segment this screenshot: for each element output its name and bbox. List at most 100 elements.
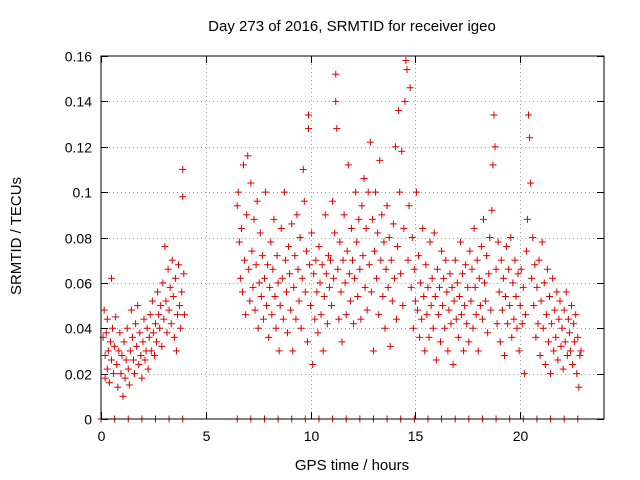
- data-point: [450, 297, 458, 305]
- data-point: [103, 315, 111, 323]
- data-point: [449, 361, 457, 369]
- data-point: [384, 283, 392, 291]
- data-point: [403, 66, 411, 74]
- data-point: [415, 252, 423, 260]
- data-point: [101, 351, 109, 359]
- x-tick-label: 20: [513, 428, 529, 444]
- data-point: [342, 311, 350, 319]
- data-point: [127, 306, 135, 314]
- data-point: [311, 315, 319, 323]
- data-point: [572, 311, 580, 319]
- data-point: [440, 274, 448, 282]
- data-point: [550, 347, 558, 355]
- data-point: [395, 106, 403, 114]
- data-point: [416, 333, 424, 341]
- data-point: [144, 365, 152, 373]
- data-point: [547, 370, 555, 378]
- x-tick-label: 15: [408, 428, 424, 444]
- data-point: [238, 288, 246, 296]
- data-point: [338, 338, 346, 346]
- data-point: [375, 311, 383, 319]
- data-point: [509, 279, 517, 287]
- data-point: [576, 351, 584, 359]
- data-point: [299, 165, 307, 173]
- data-point: [473, 256, 481, 264]
- data-point: [531, 261, 539, 269]
- data-point: [378, 211, 386, 219]
- data-point: [137, 351, 145, 359]
- data-point: [385, 234, 393, 241]
- data-point: [372, 188, 380, 196]
- data-point: [454, 333, 462, 341]
- data-point: [101, 374, 109, 382]
- data-point: [368, 215, 376, 223]
- y-tick-label: 0.16: [65, 49, 92, 65]
- data-point: [514, 270, 522, 278]
- data-point: [484, 329, 492, 337]
- data-point: [441, 324, 449, 332]
- data-point: [389, 220, 397, 228]
- data-point: [426, 238, 434, 246]
- data-point: [445, 306, 453, 314]
- data-point: [359, 252, 367, 260]
- data-point: [106, 338, 114, 346]
- data-point: [536, 351, 544, 359]
- data-point: [118, 351, 126, 359]
- data-point: [546, 292, 554, 300]
- data-point: [451, 256, 459, 264]
- data-point: [394, 243, 402, 251]
- data-point: [429, 324, 437, 332]
- data-point: [513, 324, 521, 332]
- y-tick-label: 0.08: [65, 231, 92, 247]
- data-point: [317, 311, 325, 319]
- y-tick-label: 0.12: [65, 140, 92, 156]
- data-point: [549, 274, 557, 282]
- data-point: [270, 215, 278, 223]
- data-point: [496, 338, 504, 346]
- data-point: [366, 138, 374, 146]
- data-point: [114, 383, 122, 391]
- y-tick-label: 0.1: [73, 185, 93, 201]
- data-point: [325, 283, 333, 291]
- data-point: [457, 311, 465, 319]
- data-point: [435, 283, 443, 291]
- data-point: [471, 283, 479, 291]
- data-point: [346, 297, 354, 305]
- data-point: [334, 265, 342, 273]
- data-point: [330, 274, 338, 282]
- data-point: [369, 347, 377, 355]
- data-point: [124, 365, 132, 373]
- data-point: [112, 313, 120, 321]
- data-point: [156, 324, 164, 332]
- data-point: [131, 370, 139, 378]
- data-point: [291, 252, 299, 260]
- data-point: [371, 247, 379, 255]
- data-point: [173, 311, 181, 319]
- data-point: [234, 188, 242, 196]
- data-point: [162, 297, 170, 305]
- data-point: [169, 292, 177, 300]
- data-point: [250, 215, 258, 223]
- data-point: [495, 288, 503, 296]
- data-point: [115, 347, 123, 355]
- data-point: [277, 224, 285, 232]
- data-point: [102, 329, 110, 337]
- data-point: [478, 315, 486, 323]
- data-point: [419, 224, 427, 232]
- data-point: [423, 311, 431, 319]
- data-point: [462, 261, 470, 269]
- data-point: [109, 324, 117, 332]
- data-point: [343, 247, 351, 255]
- data-point: [551, 306, 559, 314]
- data-point: [444, 347, 452, 355]
- data-point: [511, 256, 519, 264]
- y-tick-label: 0.02: [65, 367, 92, 383]
- data-point: [447, 320, 455, 328]
- data-point: [381, 324, 389, 332]
- data-point: [103, 365, 111, 373]
- data-point: [347, 224, 355, 232]
- data-point: [312, 256, 320, 264]
- data-point: [417, 279, 425, 287]
- data-point: [140, 315, 148, 323]
- data-point: [452, 315, 460, 323]
